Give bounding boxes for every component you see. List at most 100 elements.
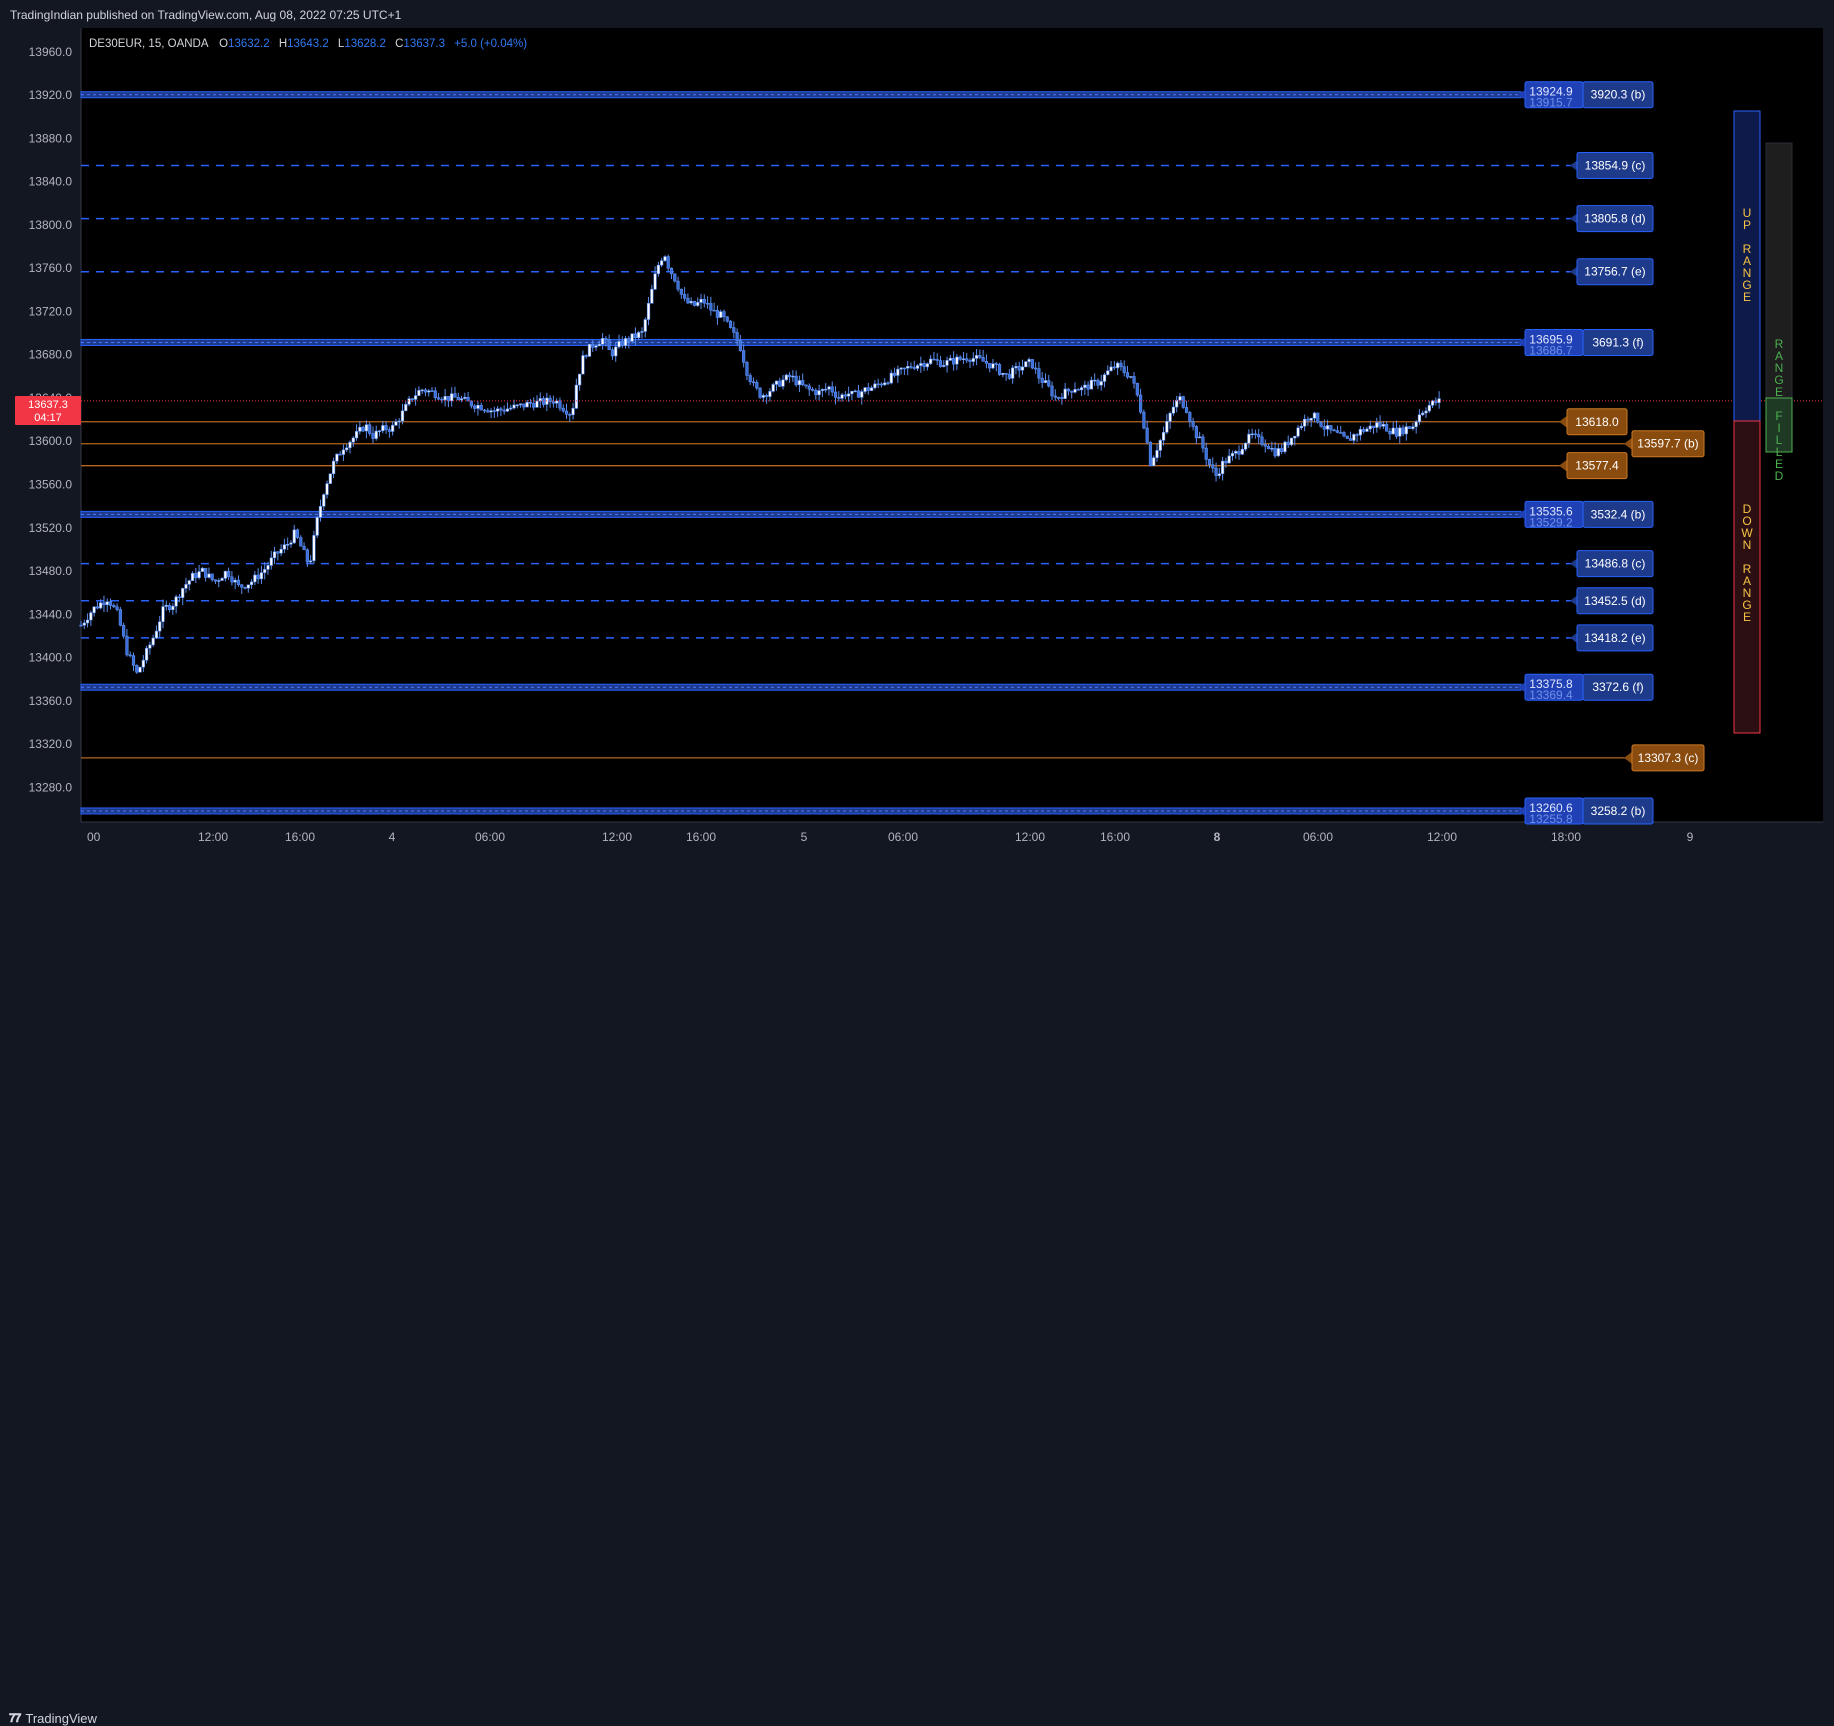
candle-body xyxy=(778,380,782,387)
candle-body xyxy=(1198,436,1202,439)
candle-body xyxy=(1385,424,1389,432)
candle-body xyxy=(148,644,152,649)
candle-body xyxy=(541,398,546,405)
x-tick-label: 16:00 xyxy=(686,830,716,844)
candle-body xyxy=(1404,426,1408,435)
bar-countdown: 04:17 xyxy=(34,412,62,424)
y-tick-label: 13320.0 xyxy=(29,737,73,751)
candle-body xyxy=(722,311,726,318)
y-tick-label: 13280.0 xyxy=(29,780,73,794)
price-chart[interactable]: 13960.0 13920.0 13880.0 13840.0 13800.0 13760… xyxy=(0,28,1834,852)
candle-body xyxy=(548,397,552,403)
candle-body xyxy=(784,374,788,381)
tradingview-logo[interactable]: 𝟕𝟕 TradingView xyxy=(9,1711,97,1726)
level-label: 13756.7 (e) xyxy=(1584,265,1645,279)
candle-body xyxy=(653,273,657,290)
candle-body xyxy=(1417,414,1422,423)
candle-body xyxy=(558,400,562,409)
footer: 𝟕𝟕 TradingView xyxy=(0,852,1834,1726)
candle-body xyxy=(128,654,132,657)
candle-body xyxy=(1355,434,1359,436)
candle-body xyxy=(1414,421,1418,428)
candle-body xyxy=(1135,382,1139,396)
candle-body xyxy=(1221,460,1225,475)
candle-body xyxy=(847,393,851,397)
candle-body xyxy=(899,367,903,370)
candle-body xyxy=(233,579,237,583)
candle-body xyxy=(761,395,765,398)
candle-body xyxy=(735,332,739,341)
candle-body xyxy=(453,393,457,398)
candle-body xyxy=(981,357,985,362)
candle-body xyxy=(1175,399,1179,408)
candle-body xyxy=(1040,377,1044,383)
x-tick-label: 06:00 xyxy=(888,830,918,844)
level-label: 13597.7 (b) xyxy=(1637,437,1698,451)
level-label: 3532.4 (b) xyxy=(1591,507,1646,521)
candle-body xyxy=(1152,457,1156,467)
level-label-box xyxy=(1631,430,1705,458)
candle-body xyxy=(518,403,523,406)
svg-text:DE30EUR, 15, OANDA O1363: DE30EUR, 15, OANDA O13632.2 H13643.2 L13… xyxy=(89,38,527,50)
top-bar: TradingIndian published on TradingView.c… xyxy=(0,0,1834,28)
candle-body xyxy=(1329,425,1333,431)
candle-body xyxy=(732,327,736,333)
candle-body xyxy=(1391,427,1395,435)
candle-body xyxy=(184,584,188,589)
candle-body xyxy=(1066,388,1071,392)
candle-body xyxy=(627,338,631,342)
candle-body xyxy=(535,400,539,408)
candle-body xyxy=(135,665,139,673)
x-tick-label: 16:00 xyxy=(1100,830,1130,844)
tradingview-logo-icon: 𝟕𝟕 xyxy=(9,1711,21,1725)
plot-area[interactable] xyxy=(81,28,1823,822)
candle-body xyxy=(876,383,880,386)
candle-body xyxy=(915,365,920,369)
price-axis[interactable]: 13960.0 13920.0 13880.0 13840.0 13800.0 13760… xyxy=(29,45,73,795)
candle-body xyxy=(499,408,503,411)
candle-body xyxy=(1171,406,1176,414)
candle-body xyxy=(446,396,451,402)
candle-body xyxy=(1224,460,1228,464)
level-label-box xyxy=(1576,258,1654,286)
candle-body xyxy=(515,404,519,407)
candle-body xyxy=(1053,395,1057,398)
legend-open-label: O xyxy=(219,38,228,50)
candle-body xyxy=(1047,380,1051,387)
candle-body xyxy=(942,365,946,367)
candle-body xyxy=(295,529,300,538)
level-label: 13854.9 (c) xyxy=(1585,158,1646,172)
candle-body xyxy=(870,387,874,391)
level-label: 13805.8 (d) xyxy=(1584,212,1645,226)
candle-body xyxy=(1060,397,1064,399)
candle-body xyxy=(765,395,769,397)
candle-body xyxy=(272,551,277,559)
level-label-box xyxy=(1631,744,1705,772)
time-axis[interactable]: 00 12:00 16:00 4 06:00 12:00 16:00 5 06:00 12:00 1… xyxy=(87,830,1694,844)
candle-body xyxy=(705,302,710,305)
candle-body xyxy=(742,350,746,363)
candle-body xyxy=(305,549,309,563)
candle-body xyxy=(125,635,129,656)
candle-body xyxy=(1099,381,1103,386)
candle-body xyxy=(1191,421,1195,427)
candle-body xyxy=(988,362,992,369)
candle-body xyxy=(1125,372,1130,378)
candle-body xyxy=(787,374,792,378)
candle-body xyxy=(1089,379,1093,390)
candle-body xyxy=(1102,374,1107,382)
candle-body xyxy=(164,604,168,607)
candle-body xyxy=(883,382,887,386)
candle-body xyxy=(1280,448,1284,452)
candle-body xyxy=(286,543,290,546)
candle-body xyxy=(289,542,293,545)
level-label-box xyxy=(1576,205,1654,233)
candle-body xyxy=(879,383,884,386)
y-tick-label: 13760.0 xyxy=(29,261,73,275)
candle-body xyxy=(269,557,273,566)
legend-high: 13643.2 xyxy=(287,38,329,50)
candle-body xyxy=(469,400,473,407)
